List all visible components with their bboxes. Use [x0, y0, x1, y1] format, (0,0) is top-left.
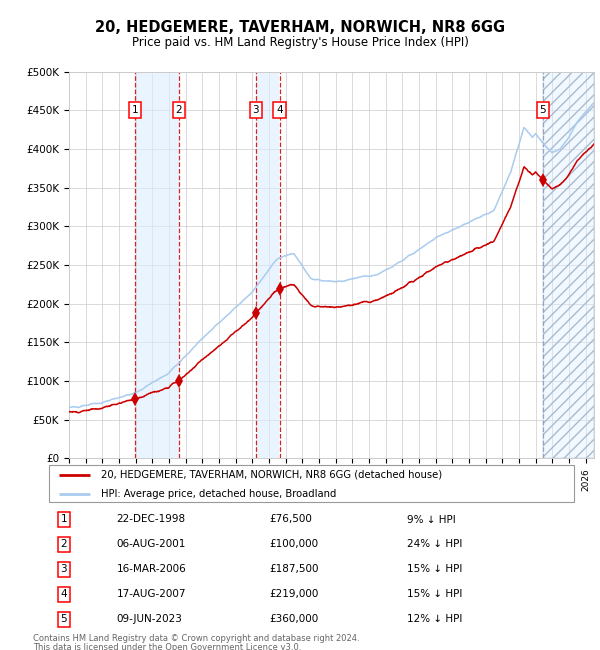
FancyBboxPatch shape [49, 465, 574, 502]
Text: 1: 1 [132, 105, 139, 115]
Text: 9% ↓ HPI: 9% ↓ HPI [407, 515, 456, 525]
Text: £76,500: £76,500 [270, 515, 313, 525]
Text: 15% ↓ HPI: 15% ↓ HPI [407, 590, 463, 599]
Text: 4: 4 [276, 105, 283, 115]
Text: £360,000: £360,000 [270, 614, 319, 624]
Text: HPI: Average price, detached house, Broadland: HPI: Average price, detached house, Broa… [101, 489, 336, 499]
Text: 3: 3 [61, 564, 67, 575]
Bar [543, 72, 594, 458]
Text: £100,000: £100,000 [270, 540, 319, 549]
Bar [543, 72, 594, 458]
Text: 5: 5 [61, 614, 67, 624]
Text: 06-AUG-2001: 06-AUG-2001 [116, 540, 186, 549]
Text: 12% ↓ HPI: 12% ↓ HPI [407, 614, 463, 624]
Text: 4: 4 [61, 590, 67, 599]
Text: 3: 3 [253, 105, 259, 115]
Bar [135, 72, 179, 458]
Text: £219,000: £219,000 [270, 590, 319, 599]
Text: 5: 5 [539, 105, 547, 115]
Text: 09-JUN-2023: 09-JUN-2023 [116, 614, 182, 624]
Text: £187,500: £187,500 [270, 564, 319, 575]
Text: 1: 1 [61, 515, 67, 525]
Text: 20, HEDGEMERE, TAVERHAM, NORWICH, NR8 6GG: 20, HEDGEMERE, TAVERHAM, NORWICH, NR8 6G… [95, 20, 505, 34]
Text: 16-MAR-2006: 16-MAR-2006 [116, 564, 187, 575]
Text: 17-AUG-2007: 17-AUG-2007 [116, 590, 186, 599]
Text: Contains HM Land Registry data © Crown copyright and database right 2024.: Contains HM Land Registry data © Crown c… [33, 634, 359, 644]
Text: 22-DEC-1998: 22-DEC-1998 [116, 515, 186, 525]
Text: 24% ↓ HPI: 24% ↓ HPI [407, 540, 463, 549]
Text: 2: 2 [61, 540, 67, 549]
Text: This data is licensed under the Open Government Licence v3.0.: This data is licensed under the Open Gov… [33, 644, 301, 650]
Text: 15% ↓ HPI: 15% ↓ HPI [407, 564, 463, 575]
Text: 2: 2 [176, 105, 182, 115]
Text: 20, HEDGEMERE, TAVERHAM, NORWICH, NR8 6GG (detached house): 20, HEDGEMERE, TAVERHAM, NORWICH, NR8 6G… [101, 470, 442, 480]
Bar [256, 72, 280, 458]
Text: Price paid vs. HM Land Registry's House Price Index (HPI): Price paid vs. HM Land Registry's House … [131, 36, 469, 49]
